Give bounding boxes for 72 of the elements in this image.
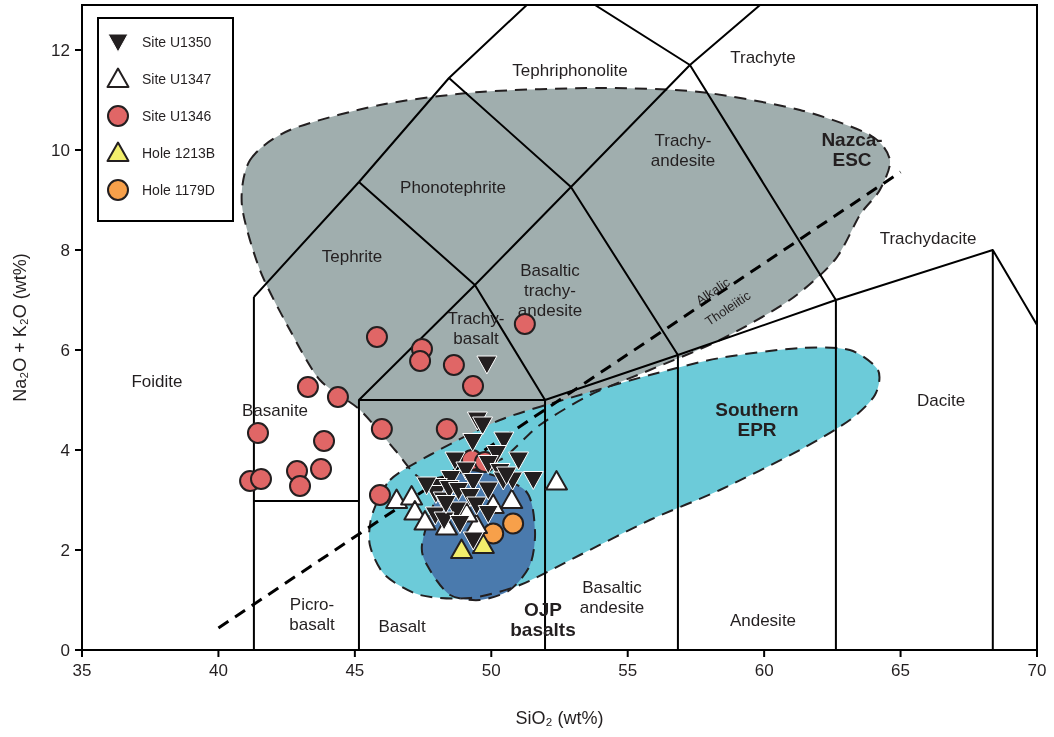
x-tick-label: 60 — [754, 661, 774, 680]
point — [545, 470, 568, 491]
point — [413, 510, 437, 531]
point — [449, 515, 471, 534]
point — [313, 430, 336, 452]
x-tick-label: 35 — [72, 661, 92, 680]
y-tick-label: 4 — [60, 441, 70, 460]
y-tick-label: 12 — [51, 41, 70, 60]
point — [400, 485, 424, 506]
point — [385, 488, 409, 509]
point — [409, 350, 432, 372]
point — [296, 376, 319, 398]
point — [502, 512, 525, 535]
annotation: Foidite — [131, 372, 183, 391]
point — [370, 418, 393, 440]
x-tick-label: 65 — [891, 661, 911, 680]
legend-label: Hole 1213B — [142, 145, 216, 161]
point — [476, 355, 498, 375]
y-tick-label: 10 — [51, 141, 70, 160]
annotation: Trachy-andesite — [650, 131, 716, 170]
annotation: Basaltic andesite — [579, 578, 645, 617]
y-tick-label: 0 — [60, 641, 70, 660]
point — [500, 488, 524, 509]
annotation: Southern EPR — [715, 399, 799, 440]
x-axis-title: SiO₂ (wt%) — [515, 708, 604, 728]
point — [472, 416, 494, 436]
point — [368, 484, 391, 506]
annotation: Basalt — [378, 617, 426, 636]
annotation: Picro-basalt — [289, 595, 335, 634]
point — [471, 533, 495, 554]
point — [508, 451, 530, 471]
point — [433, 511, 455, 531]
point — [477, 481, 499, 501]
y-tick-label: 2 — [60, 541, 70, 560]
annotation: Basaltic trachy-andesite — [517, 261, 583, 320]
point — [462, 375, 484, 397]
legend-label: Site U1346 — [142, 108, 212, 124]
x-tick-label: 70 — [1027, 661, 1047, 680]
x-tick-label: 50 — [481, 661, 501, 680]
point — [522, 471, 544, 490]
annotation: Phonotephrite — [400, 178, 506, 197]
point — [246, 422, 269, 444]
point — [477, 505, 499, 524]
point — [466, 496, 488, 516]
point — [416, 476, 438, 496]
point — [435, 418, 458, 440]
y-tick-label: 6 — [60, 341, 70, 360]
legend-label: Hole 1179D — [142, 182, 215, 198]
point — [444, 451, 466, 471]
annotation: Tephrite — [321, 247, 383, 266]
point — [365, 326, 388, 348]
point — [289, 475, 312, 497]
legend-label: Site U1350 — [142, 34, 212, 50]
x-tick-label: 45 — [345, 661, 365, 680]
point — [496, 466, 518, 486]
y-axis-title: Na₂O + K₂O (wt%) — [10, 253, 30, 402]
x-tick-label: 40 — [208, 661, 228, 680]
y-tick-label: 8 — [60, 241, 70, 260]
annotation: Trachydacite — [879, 229, 977, 248]
point — [310, 458, 333, 480]
annotation: Dacite — [916, 391, 966, 410]
x-tick-label: 55 — [618, 661, 638, 680]
annotation: Tephriphonolite — [512, 61, 628, 80]
point — [326, 386, 349, 408]
point — [249, 468, 272, 490]
point — [462, 531, 484, 551]
legend-label: Site U1347 — [142, 71, 212, 87]
point — [462, 433, 484, 452]
point — [450, 538, 474, 559]
annotation: Andesite — [729, 611, 797, 630]
annotation: Trachyte — [730, 48, 796, 67]
point — [442, 354, 465, 376]
